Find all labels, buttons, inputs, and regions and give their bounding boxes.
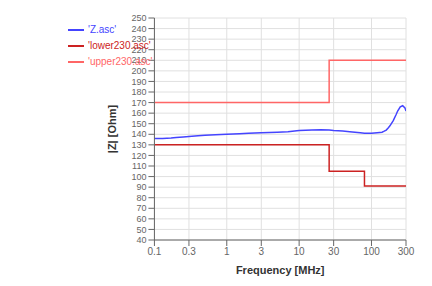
svg-text:200: 200 [131,66,146,76]
svg-text:3: 3 [259,246,265,257]
svg-text:300: 300 [398,246,415,257]
svg-text:150: 150 [131,119,146,129]
svg-text:140: 140 [131,129,146,139]
svg-text:210: 210 [131,55,146,65]
svg-text:170: 170 [131,98,146,108]
svg-text:10: 10 [294,246,306,257]
svg-text:250: 250 [131,13,146,23]
svg-text:60: 60 [136,214,146,224]
svg-text:230: 230 [131,34,146,44]
svg-text:70: 70 [136,203,146,213]
svg-text:100: 100 [131,172,146,182]
svg-text:50: 50 [136,225,146,235]
svg-text:80: 80 [136,193,146,203]
svg-text:0.3: 0.3 [182,246,196,257]
svg-text:1: 1 [224,246,230,257]
svg-text:220: 220 [131,45,146,55]
svg-text:Frequency [MHz]: Frequency [MHz] [236,264,325,276]
svg-text:90: 90 [136,182,146,192]
svg-text:40: 40 [136,235,146,245]
svg-text:110: 110 [132,161,146,171]
svg-text:240: 240 [131,24,146,34]
svg-text:|Z| [Ohm]: |Z| [Ohm] [106,105,118,154]
svg-text:0.1: 0.1 [147,246,161,257]
svg-text:100: 100 [363,246,380,257]
svg-text:130: 130 [131,140,146,150]
svg-text:180: 180 [131,87,146,97]
svg-text:30: 30 [328,246,340,257]
svg-text:160: 160 [131,108,146,118]
svg-text:120: 120 [131,151,146,161]
svg-text:190: 190 [131,77,146,87]
